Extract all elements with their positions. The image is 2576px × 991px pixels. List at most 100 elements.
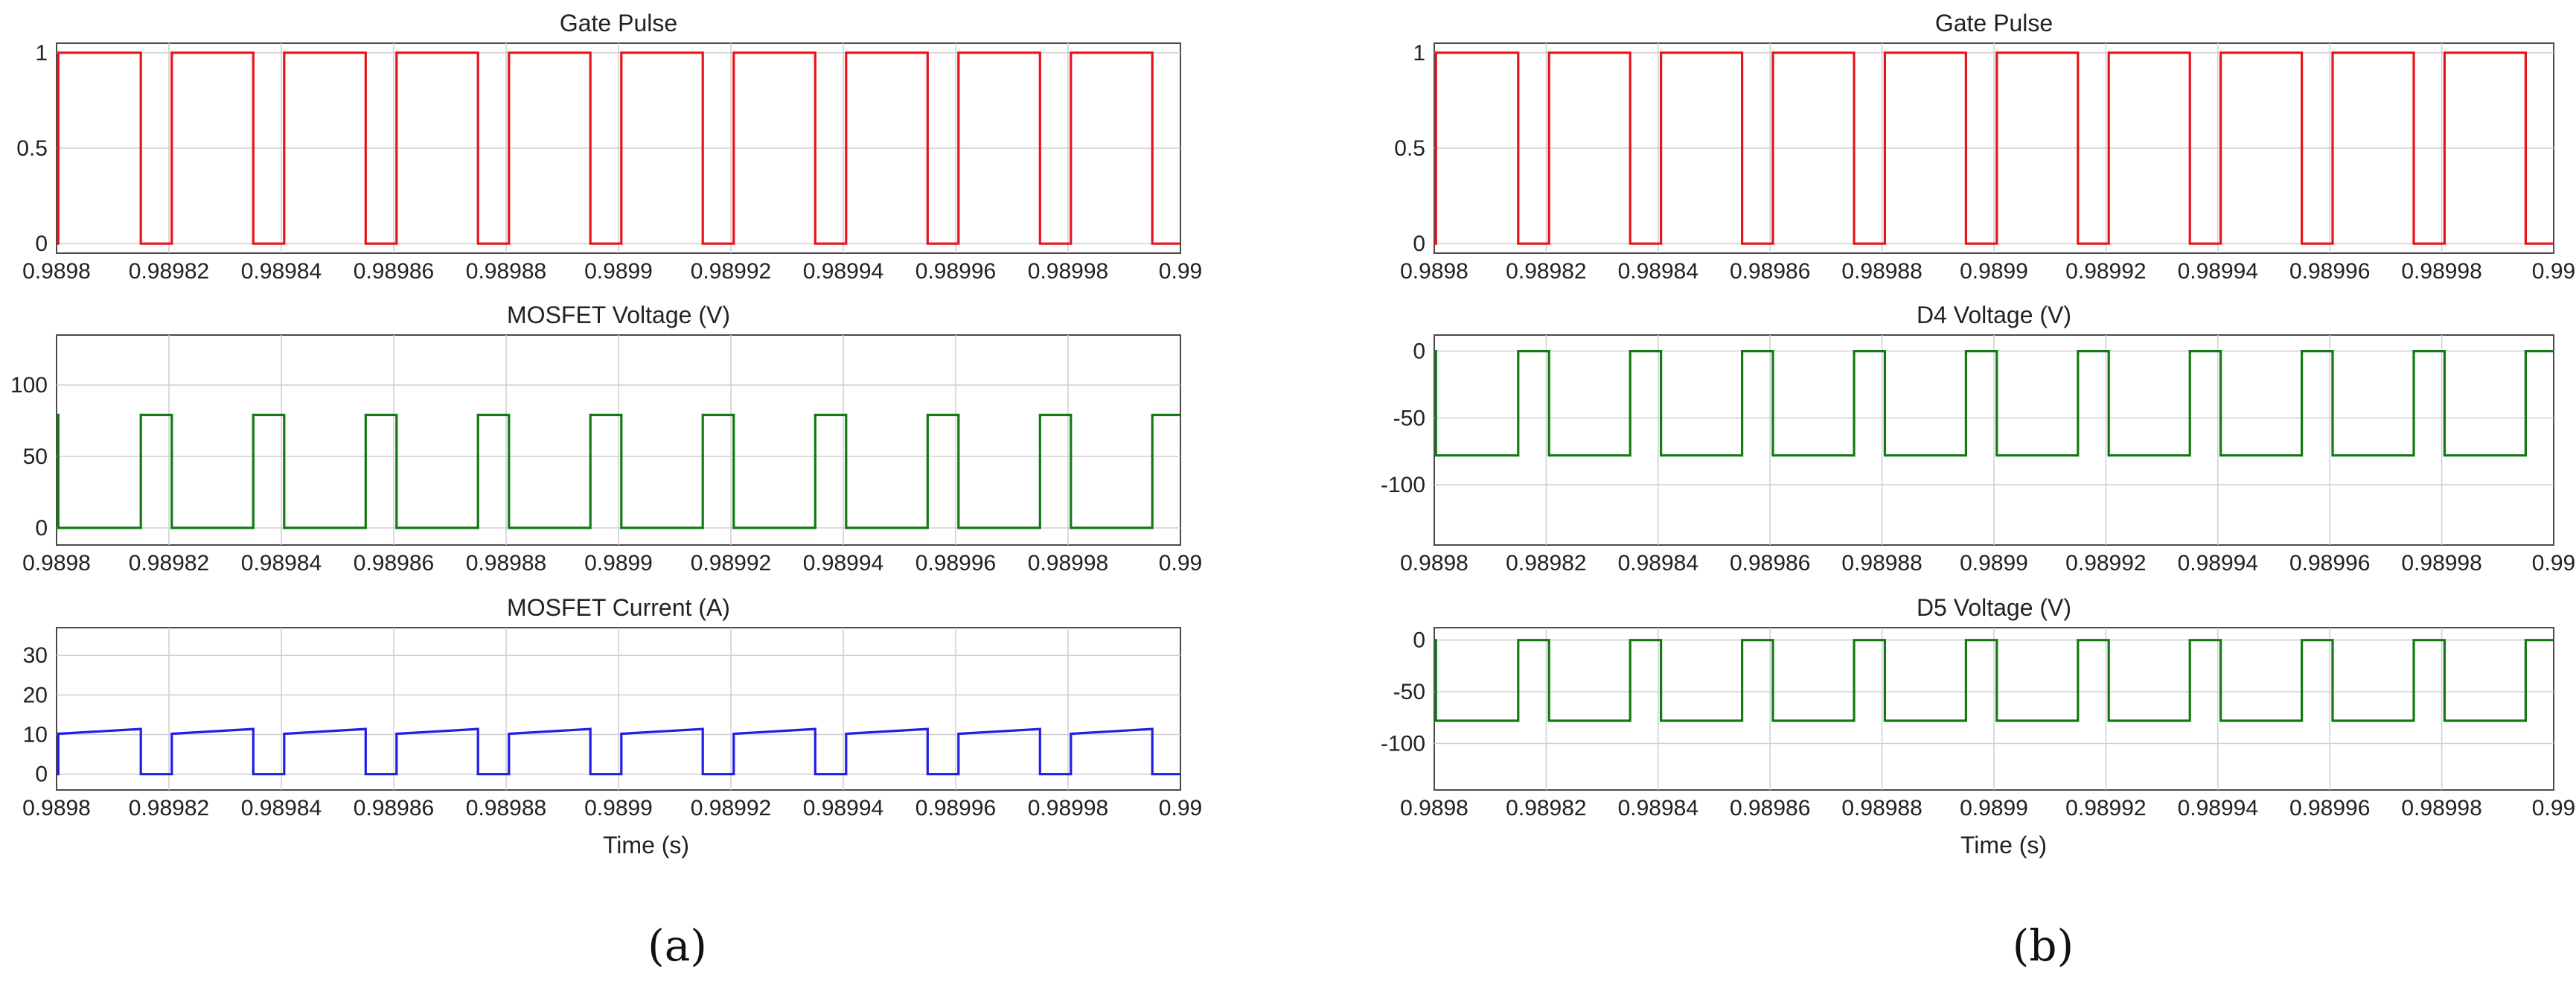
x-tick-label: 0.98984	[241, 259, 322, 284]
x-tick-label: 0.98988	[466, 796, 546, 820]
x-tick-label: 0.9899	[584, 551, 653, 576]
y-tick-label: 0	[1413, 628, 1425, 653]
panel-b-label: (b)	[2013, 920, 2074, 971]
panel-b-xlabel: Time (s)	[1960, 832, 2047, 858]
x-tick-label: 0.9899	[1960, 259, 2028, 284]
x-tick-label: 0.9899	[584, 796, 653, 820]
x-tick-label: 0.98998	[2401, 551, 2481, 576]
panel-a-label: (a)	[648, 920, 707, 971]
chart-title: Gate Pulse	[560, 10, 677, 36]
x-tick-label: 0.9899	[1960, 551, 2028, 576]
x-tick-label: 0.99	[2532, 551, 2575, 576]
chart-1: 0.9898 0.98982 0.98984 0.98986 0.98988 0.9899…	[16, 10, 1202, 284]
y-tick-label: 0	[1413, 340, 1425, 364]
x-tick-label: 0.98998	[1028, 259, 1108, 284]
x-tick-label: 0.9898	[1400, 259, 1468, 284]
x-tick-label: 0.98984	[1618, 796, 1698, 820]
x-tick-label: 0.98998	[2401, 796, 2481, 820]
x-tick-label: 0.98998	[1028, 551, 1108, 576]
x-tick-label: 0.98996	[2289, 796, 2370, 820]
x-tick-label: 0.99	[1159, 796, 1202, 820]
x-tick-label: 0.98994	[803, 259, 883, 284]
x-tick-label: 0.98996	[2289, 551, 2370, 576]
x-tick-label: 0.98988	[1841, 259, 1922, 284]
x-tick-label: 0.98984	[1618, 259, 1698, 284]
x-tick-label: 0.9898	[22, 796, 91, 820]
y-tick-label: 0	[1413, 232, 1425, 256]
y-tick-label: 10	[23, 723, 48, 748]
y-tick-label: -100	[1381, 732, 1425, 756]
x-tick-label: 0.98982	[1506, 796, 1586, 820]
x-tick-label: 0.98982	[129, 259, 209, 284]
x-tick-label: 0.98992	[2065, 551, 2146, 576]
x-tick-label: 0.98986	[1730, 796, 1810, 820]
y-tick-label: 0	[35, 762, 48, 787]
x-tick-label: 0.9898	[22, 259, 91, 284]
chart-title: D5 Voltage (V)	[1917, 594, 2071, 621]
x-tick-label: 0.98996	[2289, 259, 2370, 284]
y-tick-label: 0	[35, 232, 48, 256]
chart-3: 0.9898 0.98982 0.98984 0.98986 0.98988 0.9899…	[22, 594, 1202, 820]
x-tick-label: 0.98998	[1028, 796, 1108, 820]
x-tick-label: 0.98988	[466, 551, 546, 576]
x-tick-label: 0.98992	[2065, 259, 2146, 284]
x-tick-label: 0.98984	[1618, 551, 1698, 576]
chart-title: MOSFET Current (A)	[507, 594, 730, 621]
y-tick-label: 100	[10, 373, 48, 398]
chart-4: 0.9898 0.98982 0.98984 0.98986 0.98988 0.9899…	[1394, 10, 2575, 284]
y-tick-label: 0	[35, 516, 48, 541]
panel-a-xlabel: Time (s)	[603, 832, 689, 858]
x-tick-label: 0.99	[1159, 259, 1202, 284]
x-tick-label: 0.98984	[241, 551, 322, 576]
chart-6: 0.9898 0.98982 0.98984 0.98986 0.98988 0.9899…	[1381, 594, 2575, 820]
series-line	[57, 51, 1180, 245]
x-tick-label: 0.99	[1159, 551, 1202, 576]
x-tick-label: 0.98984	[241, 796, 322, 820]
x-tick-label: 0.98992	[691, 796, 771, 820]
x-tick-label: 0.98992	[691, 551, 771, 576]
chart-title: D4 Voltage (V)	[1917, 302, 2071, 328]
x-tick-label: 0.98996	[915, 551, 996, 576]
x-tick-label: 0.9898	[1400, 551, 1468, 576]
x-tick-label: 0.98988	[466, 259, 546, 284]
y-tick-label: -50	[1393, 406, 1425, 430]
x-tick-label: 0.9899	[584, 259, 653, 284]
x-tick-label: 0.98986	[1730, 259, 1810, 284]
x-tick-label: 0.98998	[2401, 259, 2481, 284]
y-tick-label: -50	[1393, 680, 1425, 704]
series-line	[57, 413, 1180, 529]
y-tick-label: 1	[35, 41, 48, 66]
x-tick-label: 0.98994	[2178, 259, 2258, 284]
y-tick-label: 20	[23, 683, 48, 707]
x-tick-label: 0.98996	[915, 796, 996, 820]
chart-title: MOSFET Voltage (V)	[507, 302, 730, 328]
x-tick-label: 0.98982	[129, 796, 209, 820]
x-tick-label: 0.98986	[354, 551, 434, 576]
series-line	[1434, 51, 2554, 245]
x-tick-label: 0.98982	[1506, 551, 1586, 576]
x-tick-label: 0.9898	[1400, 796, 1468, 820]
x-tick-label: 0.9899	[1960, 796, 2028, 820]
y-tick-label: -100	[1381, 473, 1425, 497]
x-tick-label: 0.9898	[22, 551, 91, 576]
y-tick-label: 50	[23, 444, 48, 469]
x-tick-label: 0.99	[2532, 259, 2575, 284]
x-tick-label: 0.98986	[354, 796, 434, 820]
series-line	[57, 727, 1180, 776]
x-tick-label: 0.98992	[691, 259, 771, 284]
x-tick-label: 0.98994	[2178, 796, 2258, 820]
y-tick-label: 30	[23, 643, 48, 668]
x-tick-label: 0.98994	[803, 796, 883, 820]
x-tick-label: 0.98988	[1841, 551, 1922, 576]
plots-layer: 0.9898 0.98982 0.98984 0.98986 0.98988 0.9899…	[10, 10, 2575, 820]
x-tick-label: 0.98982	[129, 551, 209, 576]
series-line	[1434, 350, 2554, 457]
chart-2: 0.9898 0.98982 0.98984 0.98986 0.98988 0.9899…	[10, 302, 1202, 576]
series-line	[1434, 639, 2554, 722]
chart-5: 0.9898 0.98982 0.98984 0.98986 0.98988 0.9899…	[1381, 302, 2575, 576]
x-tick-label: 0.99	[2532, 796, 2575, 820]
y-tick-label: 0.5	[1394, 136, 1425, 161]
x-tick-label: 0.98982	[1506, 259, 1586, 284]
x-tick-label: 0.98996	[915, 259, 996, 284]
